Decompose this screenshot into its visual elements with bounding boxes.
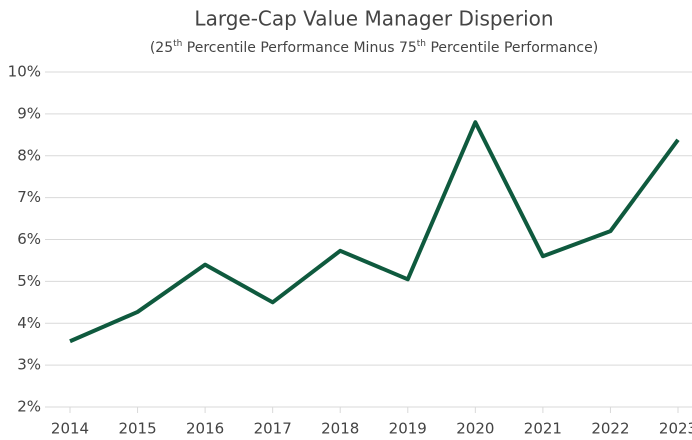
x-tick-label: 2017	[254, 420, 292, 438]
x-tick-label: 2023	[659, 420, 692, 438]
x-tick-label: 2018	[321, 420, 359, 438]
subtitle-sup: th	[173, 39, 182, 49]
subtitle-sup: th	[417, 39, 426, 49]
y-tick-label: 7%	[17, 188, 41, 206]
y-tick-label: 10%	[8, 63, 41, 81]
y-tick-label: 5%	[17, 272, 41, 290]
data-line	[69, 120, 680, 344]
y-tick-label: 2%	[17, 398, 41, 416]
chart-subtitle: (25th Percentile Performance Minus 75th …	[150, 39, 598, 57]
x-tick-label: 2021	[524, 420, 562, 438]
subtitle-part: Percentile Performance)	[426, 40, 598, 56]
x-tick-label: 2015	[118, 420, 156, 438]
y-tick-label: 9%	[17, 104, 41, 122]
subtitle-part: (25	[150, 40, 173, 56]
x-tick-label: 2014	[51, 420, 89, 438]
x-tick-label: 2020	[456, 420, 494, 438]
y-tick-label: 4%	[17, 314, 41, 332]
chart-title: Large-Cap Value Manager Disperion	[194, 7, 553, 31]
x-tick-label: 2019	[389, 420, 427, 438]
x-tick-label: 2016	[186, 420, 224, 438]
y-tick-label: 8%	[17, 146, 41, 164]
y-tick-label: 6%	[17, 230, 41, 248]
subtitle-part: Percentile Performance Minus 75	[182, 40, 416, 56]
x-tick-label: 2022	[591, 420, 629, 438]
y-tick-label: 3%	[17, 356, 41, 374]
